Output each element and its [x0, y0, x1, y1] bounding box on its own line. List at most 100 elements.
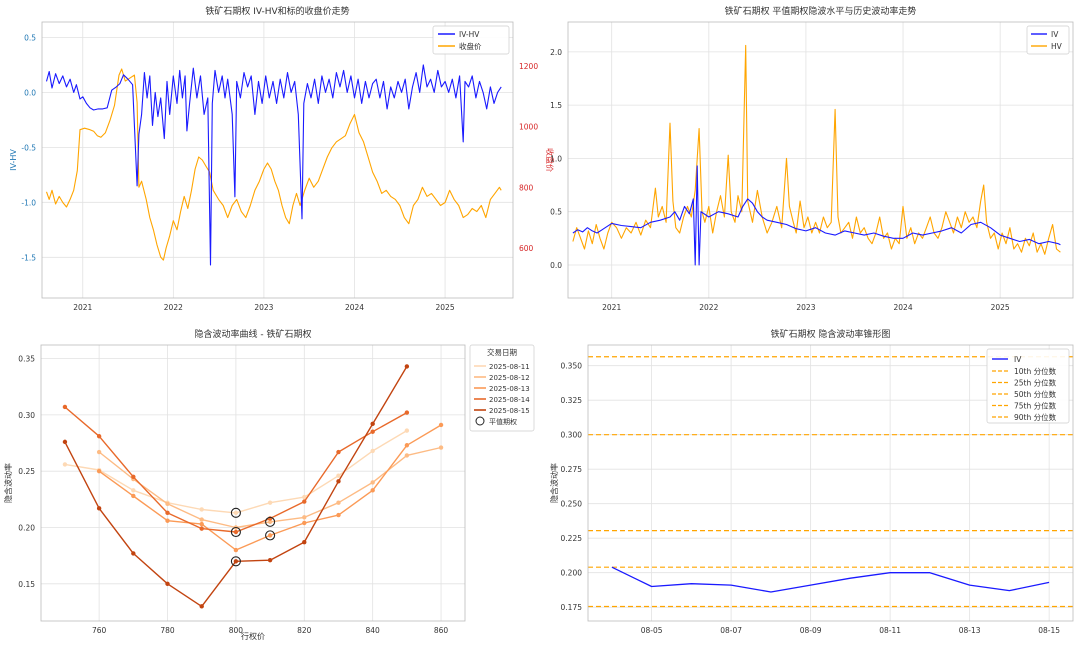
p4-ytick-label-6: 0.325 [561, 396, 583, 405]
point-2025-08-15-850 [404, 364, 410, 369]
p3-ytick-label-4: 0.15 [18, 580, 35, 589]
p3-grid [41, 345, 465, 621]
series-hv-line [572, 44, 1061, 255]
p2-xtick-label-2: 2023 [796, 303, 815, 312]
p2-ytick-label-2: 1.0 [550, 154, 562, 163]
legend-label-hline-4: 90th 分位数 [1014, 412, 1057, 422]
point-2025-08-15-780 [165, 581, 170, 587]
point-2025-08-15-750 [62, 439, 68, 445]
point-2025-08-15-770 [131, 551, 136, 556]
p3-plot-area [41, 345, 465, 621]
legend-label-hline-3: 75th 分位数 [1014, 401, 1057, 411]
p1-y2tick-label-0: 600 [519, 244, 534, 253]
point-2025-08-14-790 [199, 526, 204, 531]
legend-label-hline-0: 10th 分位数 [1014, 366, 1057, 376]
y2-axis-label: 收盘价 [545, 148, 555, 172]
p4-ytick-label-7: 0.350 [561, 362, 583, 371]
legend-label-4: 2025-08-15 [489, 407, 530, 415]
p1-xtick-label-1: 2022 [164, 303, 183, 312]
p2-ytick-label-4: 2.0 [550, 48, 562, 57]
legend-box [986, 348, 1070, 424]
p1-xtick-label-2: 2023 [254, 303, 273, 312]
point-2025-08-12-830 [336, 500, 341, 505]
iv-hv-close-chart: 2021 2022 2023 2024 2025 0.5 0.0 -0.5 -1.0 -1.5 60… [9, 5, 555, 312]
point-2025-08-14-830 [336, 449, 341, 455]
y-axis-label: 隐含波动率 [549, 463, 559, 503]
series-iv-hv-line [45, 64, 502, 266]
p4-frame [587, 344, 1074, 622]
point-2025-08-15-820 [302, 539, 307, 545]
point-2025-08-13-850 [404, 443, 410, 448]
point-2025-08-14-850 [404, 410, 410, 415]
p3-xtick-label-1: 780 [160, 626, 175, 635]
legend-label-0: 2025-08-11 [489, 363, 530, 371]
p3-ytick-label-0: 0.35 [18, 355, 35, 364]
point-2025-08-15-810 [267, 557, 273, 563]
p4-xtick-label-3: 08-11 [879, 626, 901, 635]
point-2025-08-11-790 [199, 507, 204, 512]
atm-iv-hv-chart: 2021 2022 2023 2024 2025 0.0 0.5 1.0 1.5 2.0 铁矿石期权… [550, 5, 1074, 312]
point-2025-08-11-820 [302, 494, 307, 500]
atm-marker-2025-08-14 [230, 526, 241, 538]
point-2025-08-15-760 [96, 506, 102, 511]
chart-title: 铁矿石期权 IV-HV和标的收盘价走势 [205, 5, 349, 17]
point-2025-08-15-800 [233, 559, 239, 564]
point-2025-08-11-840 [370, 448, 375, 454]
legend-label-2: 2025-08-13 [489, 385, 530, 393]
x-axis-label: 行权价 [241, 631, 265, 641]
series-2025-08-11 [62, 428, 410, 516]
legend-atm-label: 平值期权 [489, 417, 517, 426]
legend-label-3: 2025-08-14 [489, 396, 530, 404]
p1-y2tick-label-1: 800 [519, 183, 534, 192]
legend: IV HV [1026, 25, 1070, 55]
point-2025-08-15-840 [370, 421, 375, 427]
point-2025-08-13-770 [131, 493, 136, 499]
p4-ytick-label-4: 0.275 [561, 465, 583, 474]
point-2025-08-13-780 [165, 518, 170, 523]
series-2025-08-14 [62, 404, 410, 535]
p3-xtick-label-2: 800 [229, 626, 244, 635]
point-2025-08-11-770 [131, 488, 136, 493]
p1-xtick-label-3: 2024 [345, 303, 364, 312]
p4-ytick-label-3: 0.250 [561, 500, 583, 509]
point-2025-08-14-760 [96, 434, 102, 439]
point-2025-08-14-800 [233, 529, 239, 535]
p3-frame [40, 344, 466, 622]
p1-xtick-label-0: 2021 [73, 303, 92, 312]
iv-cone-chart: 08-05 08-07 08-09 08-11 08-13 08-15 0.175 0.200… [549, 328, 1074, 635]
series-2025-08-12 [96, 445, 444, 530]
chart-title: 铁矿石期权 隐含波动率锥形图 [771, 328, 891, 340]
p1-grid [42, 22, 513, 298]
p4-ytick-label-1: 0.200 [561, 569, 583, 578]
p1-y2tick-label-3: 1200 [519, 62, 538, 71]
p2-xtick-label-4: 2025 [991, 303, 1010, 312]
p2-ytick-label-3: 1.5 [550, 101, 562, 110]
point-2025-08-13-820 [302, 520, 307, 526]
point-2025-08-14-770 [131, 474, 136, 480]
atm-marker-2025-08-12 [265, 516, 276, 527]
p1-y2tick-label-2: 1000 [519, 123, 538, 132]
p1-ytick-label-2: -0.5 [21, 143, 36, 152]
legend-box [432, 25, 510, 55]
point-2025-08-12-820 [302, 515, 307, 520]
series-iv-line [611, 566, 1050, 593]
p3-ytick-label-1: 0.30 [18, 411, 35, 420]
legend-label-hline-2: 50th 分位数 [1014, 389, 1057, 399]
point-2025-08-14-820 [302, 499, 307, 504]
point-2025-08-13-760 [96, 468, 102, 474]
series-iv-line [572, 165, 1061, 266]
p2-xtick-label-0: 2021 [602, 303, 621, 312]
p1-frame [41, 21, 514, 299]
legend-label-1: 2025-08-12 [489, 374, 530, 382]
legend-label-0: IV-HV [459, 30, 480, 39]
p3-xtick-label-0: 760 [92, 626, 107, 635]
point-2025-08-13-800 [233, 547, 239, 553]
p3-ytick-label-2: 0.25 [18, 467, 35, 476]
point-2025-08-14-840 [370, 429, 375, 434]
p4-xtick-label-1: 08-07 [720, 626, 742, 635]
p4-ytick-label-5: 0.300 [561, 431, 583, 440]
point-2025-08-13-860 [438, 422, 444, 428]
p1-ytick-label-3: -1.0 [21, 198, 36, 207]
series-2025-08-15 [62, 364, 410, 609]
